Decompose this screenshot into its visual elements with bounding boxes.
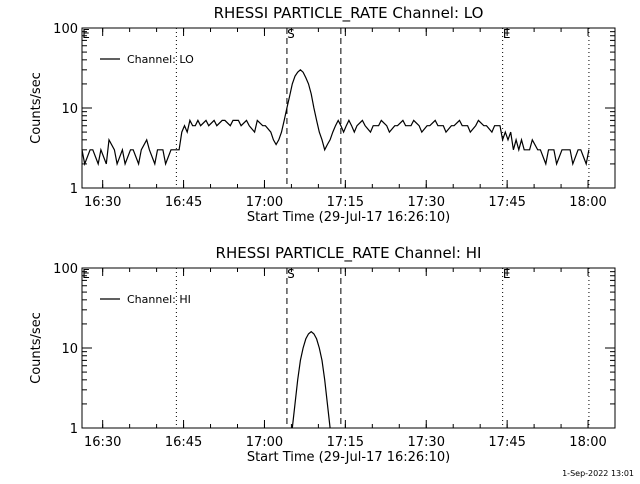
panel1-plot-frame [81, 27, 616, 189]
panel2-plot-frame [81, 267, 616, 429]
panel1-y-axis-label: Counts/sec [29, 72, 44, 144]
panel1-x-tick-label: 17:00 [246, 195, 283, 210]
panel1-series-line-1 [81, 68, 590, 167]
panel2-x-tick-label: 17:45 [488, 435, 525, 450]
panel1-x-tick-label: 17:15 [327, 195, 364, 210]
panel2-event-marker-label: E [503, 267, 511, 281]
panel2-y-tick-label: 1 [70, 422, 78, 437]
panel2-x-tick-label: 16:45 [165, 435, 202, 450]
panel2-x-axis-label: Start Time (29-Jul-17 16:26:10) [247, 450, 450, 465]
panel1-x-tick-label: 16:30 [84, 195, 121, 210]
panel2-y-tick-label: 100 [53, 262, 78, 277]
panel2-event-marker-label: S [287, 267, 295, 281]
panel1-x-tick-label: 17:45 [488, 195, 525, 210]
panel1-legend-label: Channel: LO [127, 53, 194, 66]
panel1-event-marker-label: S [287, 27, 295, 41]
panel1-event-marker-label: E [503, 27, 511, 41]
panel2-x-tick-label: 17:30 [408, 435, 445, 450]
panel2-x-tick-label: 17:00 [246, 435, 283, 450]
panel2-x-tick-label: 18:00 [569, 435, 606, 450]
panel1-x-tick-label: 18:00 [569, 195, 606, 210]
footer-timestamp: 1-Sep-2022 13:01 [562, 469, 634, 478]
panel1-x-axis-label: Start Time (29-Jul-17 16:26:10) [247, 210, 450, 225]
panel2-y-tick-label: 10 [61, 342, 78, 357]
panel2-x-tick-label: 16:30 [84, 435, 121, 450]
panel1-event-marker-label: E [82, 27, 90, 41]
panel1-y-tick-label: 10 [61, 102, 78, 117]
panel2-event-marker-label: E [82, 267, 90, 281]
panel2-chart-title: RHESSI PARTICLE_RATE Channel: HI [216, 244, 482, 263]
panel2-series-line-1 [291, 330, 331, 429]
panel1-x-tick-label: 16:45 [165, 195, 202, 210]
panel1-chart-title: RHESSI PARTICLE_RATE Channel: LO [214, 4, 484, 23]
panel1-y-tick-label: 1 [70, 182, 78, 197]
panel1-y-tick-label: 100 [53, 22, 78, 37]
panel2-y-axis-label: Counts/sec [29, 312, 44, 384]
panel2-x-tick-label: 17:15 [327, 435, 364, 450]
panel1-x-tick-label: 17:30 [408, 195, 445, 210]
panel2-legend-label: Channel: HI [127, 293, 191, 306]
